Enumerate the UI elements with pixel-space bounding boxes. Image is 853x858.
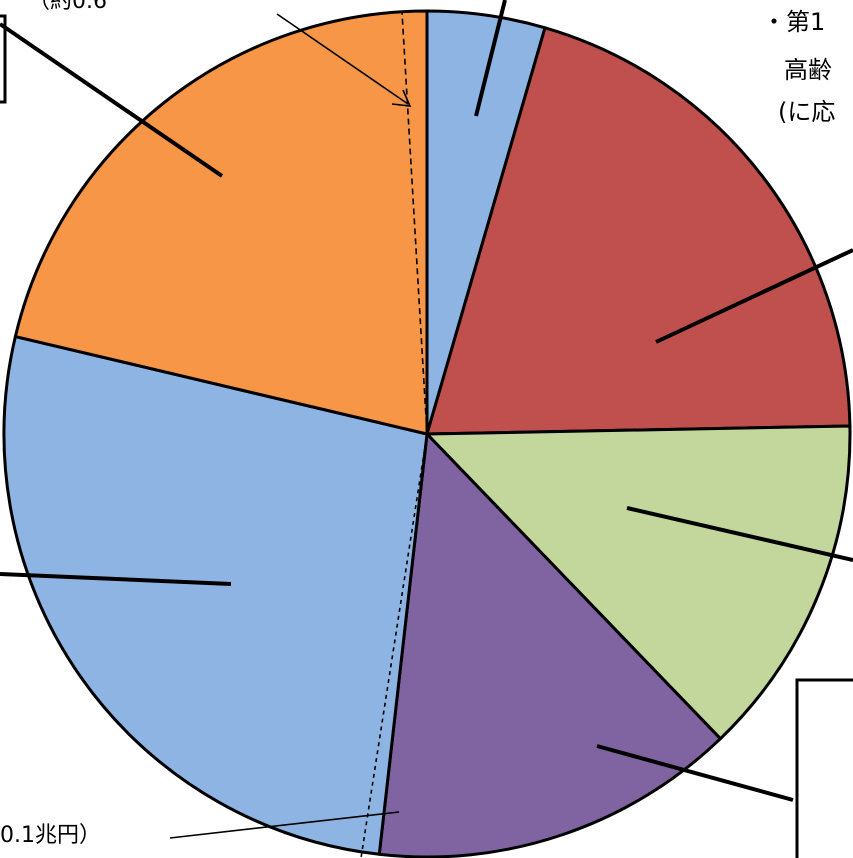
annotation-bottom-left: 0.1兆円） [0, 823, 101, 848]
leader-line-green [626, 506, 853, 562]
pie-slice-4 [377, 432, 722, 858]
leader-line-purple [596, 744, 794, 802]
annotation-top-left: （約0.6 [28, 0, 107, 14]
pie-slice-3 [425, 424, 852, 741]
leader-line-blue-small [474, 0, 507, 117]
dashed-divider-top [401, 11, 428, 435]
label-box-top-left [0, 14, 7, 104]
annotation-top-right-3: (に応 [778, 98, 835, 126]
arrow-line [276, 13, 409, 105]
pie-slices [2, 9, 852, 858]
annotation-top-right-2: 高齢 [784, 56, 832, 84]
leader-line-red [655, 248, 853, 344]
pie-slice-6 [13, 9, 429, 436]
pie-slice-5 [2, 335, 429, 856]
annotation-top-right-1: ・第1 [762, 8, 825, 36]
pie-slice-2 [425, 26, 852, 436]
arrow-head [391, 89, 412, 107]
label-box-bottom-right [795, 678, 853, 858]
leader-line-blue-large [0, 572, 232, 586]
leader-line-orange [0, 22, 224, 178]
leader-line-bottom-small [169, 811, 400, 839]
